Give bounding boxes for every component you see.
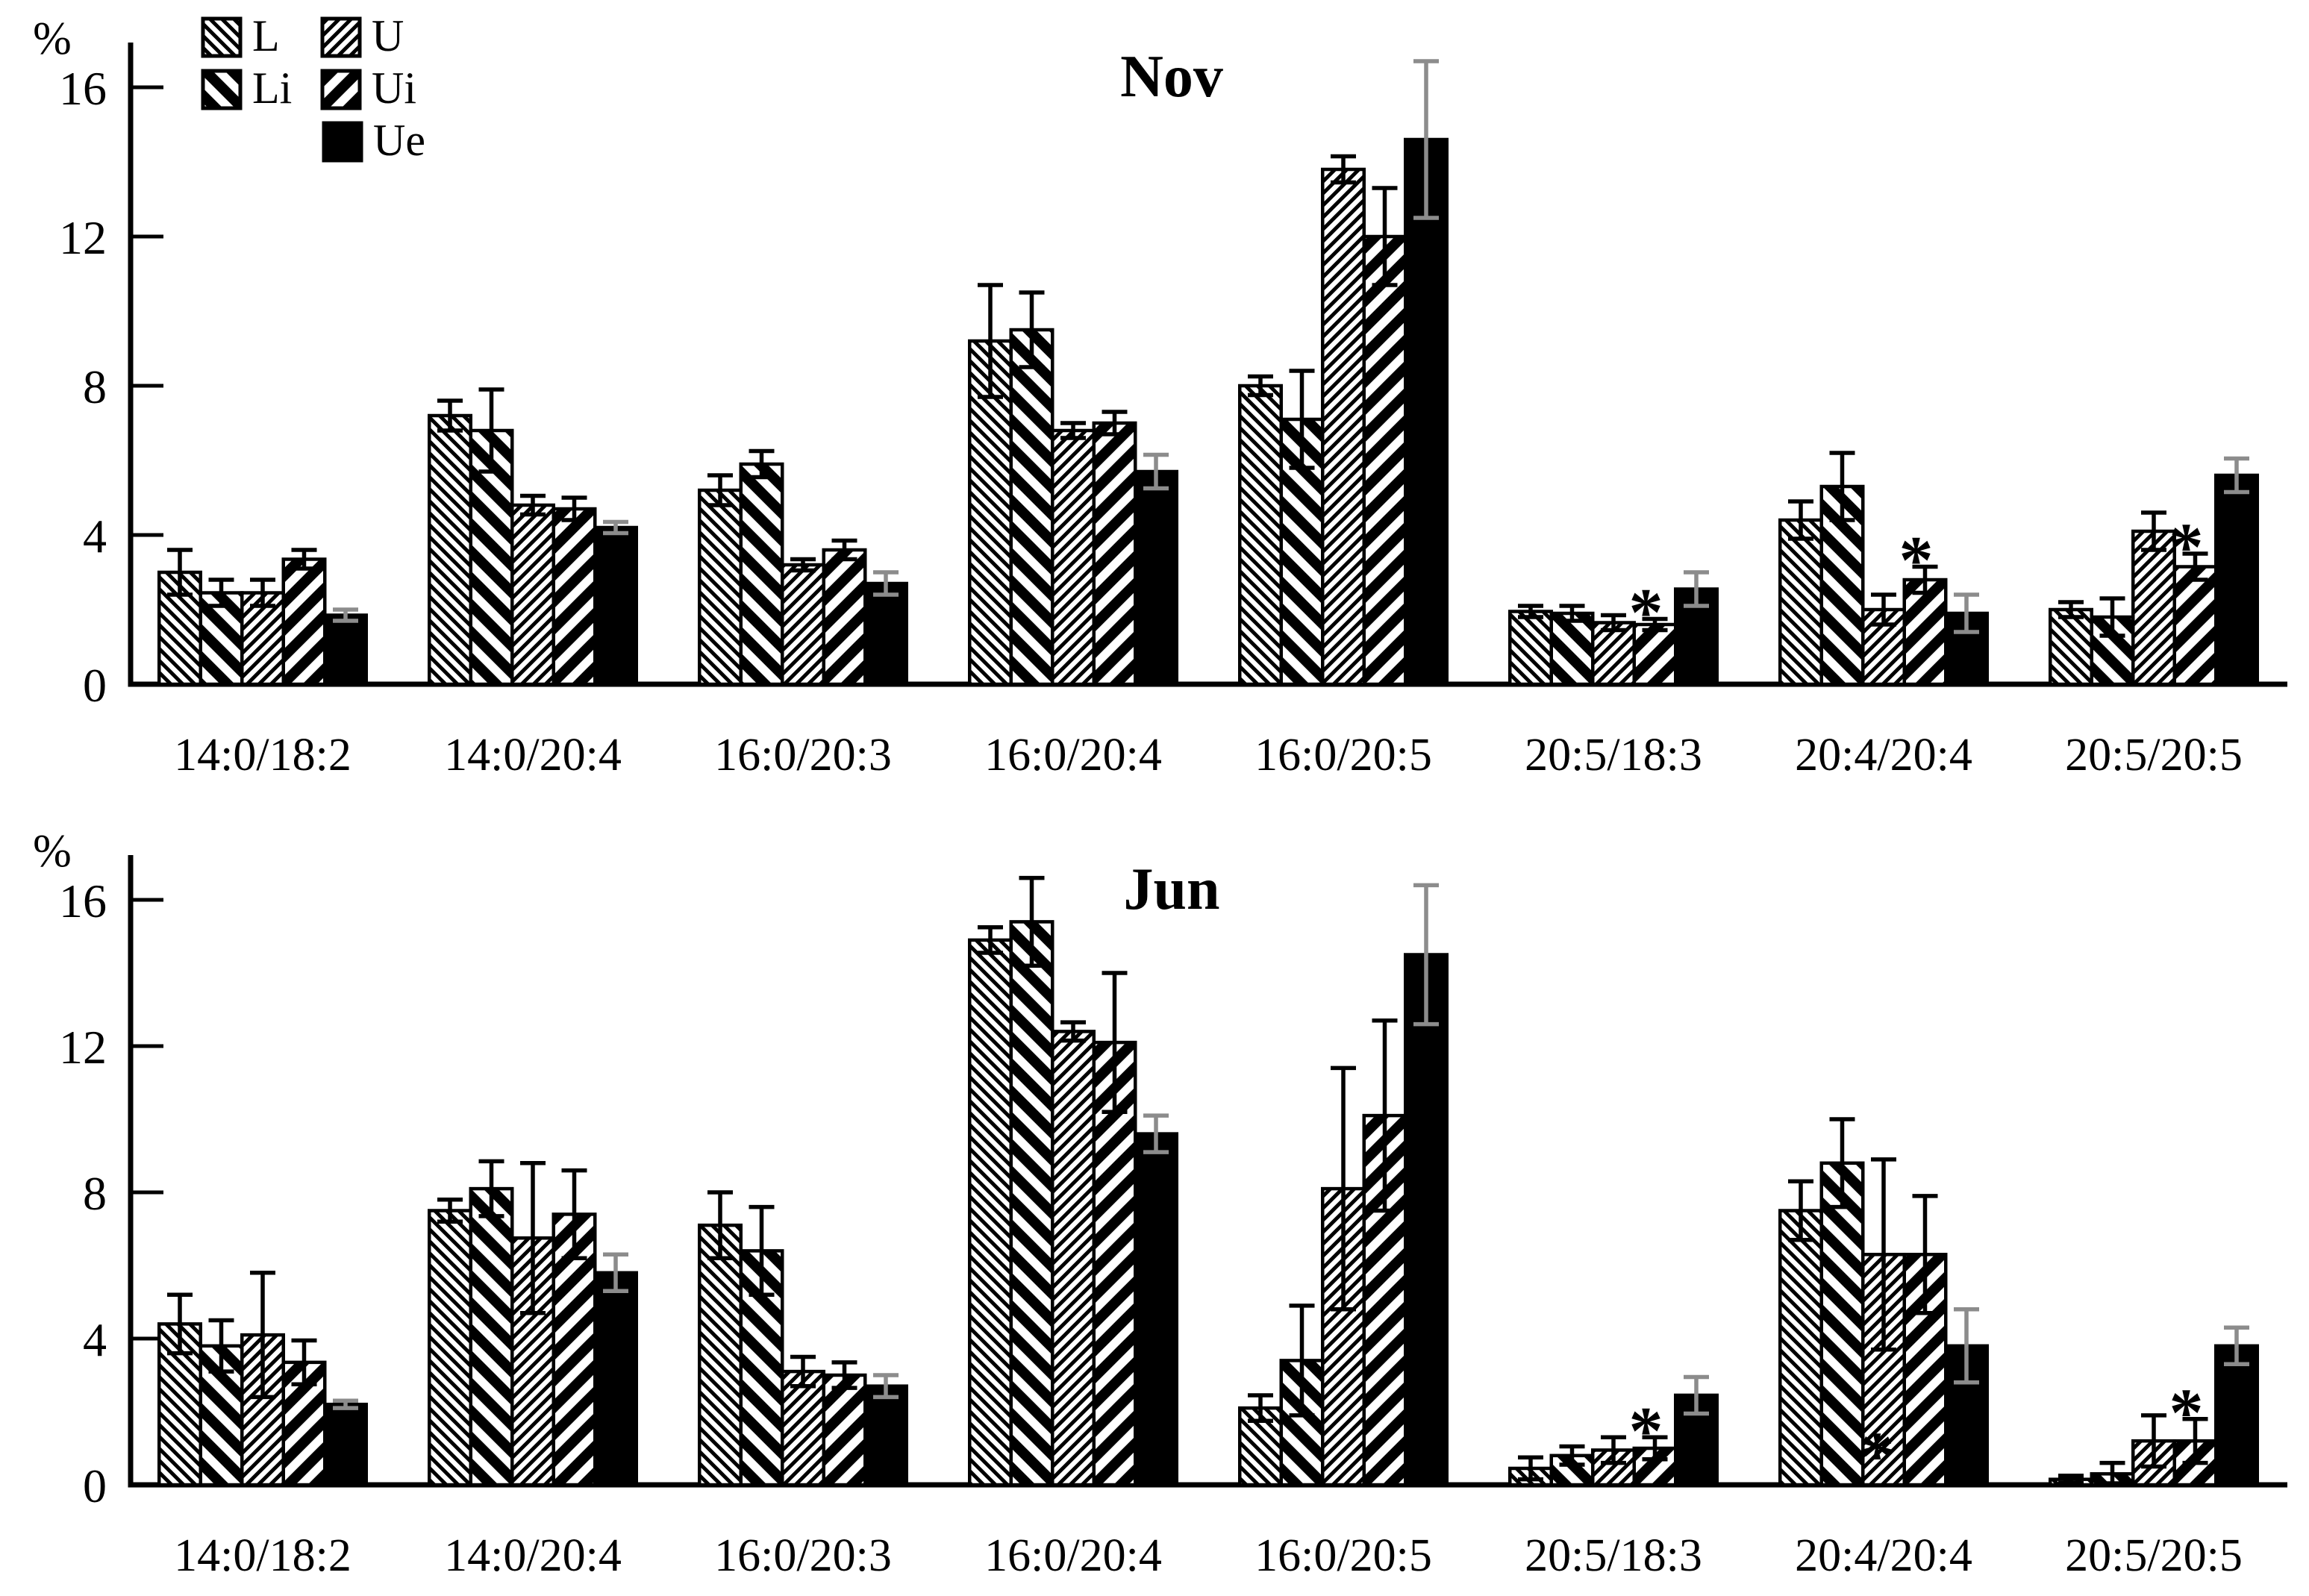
x-category-label: 16:0/20:5 xyxy=(1255,730,1432,780)
bar-Ue xyxy=(2214,473,2259,686)
bar-Ue xyxy=(1944,611,1989,686)
bar-U xyxy=(1321,167,1366,686)
bar-L xyxy=(698,488,743,686)
x-category-label: 16:0/20:4 xyxy=(984,730,1162,780)
bar-Ui xyxy=(822,548,867,686)
panel-title: Nov xyxy=(1120,44,1223,110)
significance-asterisk: * xyxy=(1860,1418,1894,1494)
bar-Ui xyxy=(822,1373,867,1487)
bar-Ui xyxy=(1632,622,1678,686)
bar-L xyxy=(2049,607,2093,686)
bar-L xyxy=(1238,384,1283,686)
bar-Ui xyxy=(1362,234,1407,686)
panel-nov: % 0 4 8 12 16 Nov 14:0/18:2 14:0/20:4 16:0/20:3 16… xyxy=(33,11,2287,780)
x-category-label: 20:5/20:5 xyxy=(2065,730,2243,780)
significance-asterisk: * xyxy=(1629,1392,1663,1468)
legend-swatch-U xyxy=(320,16,362,58)
y-tick-label: 8 xyxy=(83,1167,107,1220)
legend-label-L: L xyxy=(252,11,280,60)
bar-Li xyxy=(1819,1161,1865,1487)
bar-Ui xyxy=(281,557,327,686)
y-tick-label: 4 xyxy=(83,1313,107,1366)
bar-Ui xyxy=(1092,1040,1137,1487)
bar-Ui xyxy=(1092,421,1137,686)
bar-L xyxy=(1778,518,1823,686)
x-category-label: 16:0/20:3 xyxy=(714,1530,892,1581)
legend-label-U: U xyxy=(372,11,404,60)
y-tick-label: 4 xyxy=(83,510,107,563)
bar-Ue xyxy=(2214,1344,2259,1487)
bar-L xyxy=(1778,1209,1823,1487)
y-tick-label: 16 xyxy=(59,874,107,927)
x-category-label: 20:4/20:4 xyxy=(1795,1530,1972,1581)
legend-label-Ue: Ue xyxy=(373,116,425,165)
bar-Li xyxy=(1009,328,1054,686)
y-tick-label: 12 xyxy=(59,211,107,264)
bar-Li xyxy=(1009,920,1054,1487)
bar-Li xyxy=(739,462,784,686)
x-category-label: 14:0/18:2 xyxy=(174,1530,351,1581)
bar-U xyxy=(781,1369,825,1487)
bar-L xyxy=(428,413,472,686)
bar-Ue xyxy=(1134,469,1178,686)
y-tick-label: 0 xyxy=(83,659,107,712)
x-category-label: 14:0/18:2 xyxy=(174,730,351,780)
legend-swatch-L xyxy=(201,16,243,58)
bar-Ui xyxy=(552,507,597,686)
x-category-label: 20:5/18:3 xyxy=(1525,730,1702,780)
bar-Li xyxy=(199,591,244,686)
bar-U xyxy=(2131,529,2176,686)
legend-swatch-Ui xyxy=(320,69,362,110)
x-category-label: 16:0/20:3 xyxy=(714,730,892,780)
bar-Ue xyxy=(863,581,908,686)
x-category-label: 20:5/18:3 xyxy=(1525,1530,1702,1581)
bar-Ue xyxy=(323,613,368,686)
y-axis-unit-label: % xyxy=(33,826,72,877)
significance-asterisk: * xyxy=(2169,509,2204,585)
panel-title: Jun xyxy=(1124,857,1220,922)
bar-U xyxy=(1861,1253,1906,1487)
bar-Li xyxy=(469,1186,514,1487)
x-category-label: 20:4/20:4 xyxy=(1795,730,1972,780)
bar-U xyxy=(1591,621,1636,686)
bar-L xyxy=(428,1209,472,1487)
y-tick-label: 8 xyxy=(83,360,107,413)
bar-U xyxy=(781,563,825,686)
legend-swatch-Li xyxy=(201,69,243,110)
bar-Ue xyxy=(593,525,638,686)
x-category-label: 14:0/20:4 xyxy=(444,1530,622,1581)
significance-asterisk: * xyxy=(1629,575,1663,651)
bar-Li xyxy=(1549,611,1595,686)
bar-L xyxy=(968,938,1013,1487)
y-axis-unit-label: % xyxy=(33,13,72,64)
y-tick-label: 12 xyxy=(59,1021,107,1074)
panel-jun: % 0 4 8 12 16 Jun 14:0/18:2 14:0/20:4 16:0/20:3 16… xyxy=(33,826,2287,1581)
significance-asterisk: * xyxy=(2169,1374,2204,1451)
x-category-label: 20:5/20:5 xyxy=(2065,1530,2243,1581)
y-tick-label: 16 xyxy=(59,62,107,115)
bar-Ue xyxy=(593,1271,638,1487)
bar-Ue xyxy=(1404,953,1449,1487)
legend-label-Ui: Ui xyxy=(372,63,416,113)
x-category-label: 16:0/20:5 xyxy=(1255,1530,1432,1581)
significance-asterisk: * xyxy=(1899,522,1934,598)
bar-Ue xyxy=(1134,1132,1178,1487)
bar-L xyxy=(698,1223,743,1487)
y-tick-label: 0 xyxy=(83,1459,107,1512)
bar-U xyxy=(510,503,555,686)
bar-L xyxy=(1508,610,1553,686)
bar-U xyxy=(1051,1030,1096,1487)
bar-Ue xyxy=(1404,137,1449,686)
bar-U xyxy=(1051,428,1096,686)
x-category-label: 16:0/20:4 xyxy=(984,1530,1162,1581)
bar-Ue xyxy=(863,1384,908,1487)
legend-swatch-Ue xyxy=(322,121,363,163)
legend-label-Li: Li xyxy=(252,63,292,113)
bar-Ue xyxy=(323,1402,368,1487)
x-category-label: 14:0/20:4 xyxy=(444,730,622,780)
